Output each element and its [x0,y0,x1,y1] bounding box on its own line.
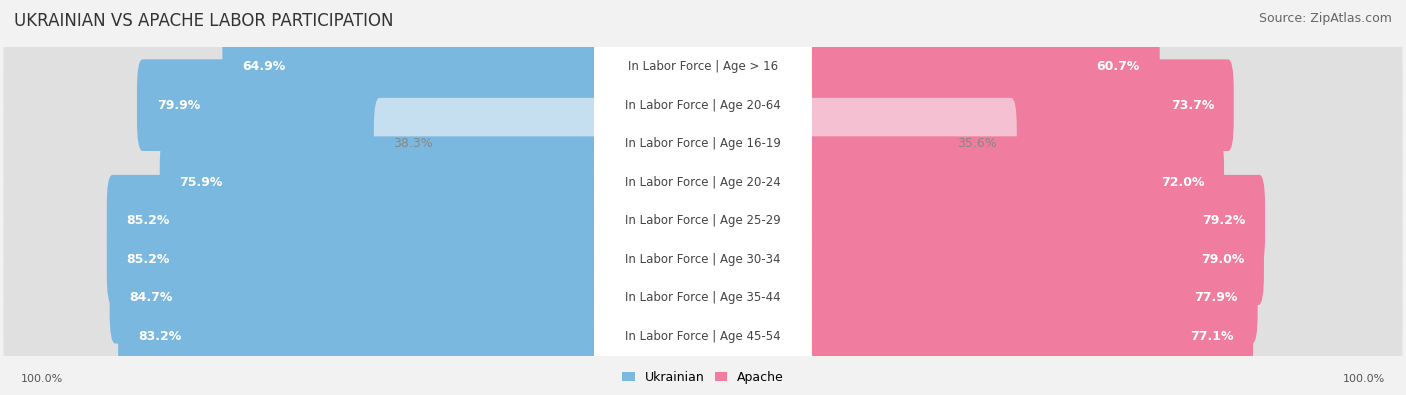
FancyBboxPatch shape [593,109,813,178]
Text: 85.2%: 85.2% [127,214,170,227]
Text: In Labor Force | Age > 16: In Labor Force | Age > 16 [628,60,778,73]
Text: In Labor Force | Age 20-64: In Labor Force | Age 20-64 [626,99,780,112]
FancyBboxPatch shape [803,213,1264,305]
Text: 79.9%: 79.9% [156,99,200,112]
Text: 79.0%: 79.0% [1201,253,1244,266]
FancyBboxPatch shape [107,213,603,305]
Text: 100.0%: 100.0% [1343,374,1385,384]
FancyBboxPatch shape [803,98,1017,190]
FancyBboxPatch shape [803,290,1253,382]
Text: 100.0%: 100.0% [21,374,63,384]
Text: In Labor Force | Age 35-44: In Labor Force | Age 35-44 [626,291,780,304]
FancyBboxPatch shape [593,263,813,333]
FancyBboxPatch shape [3,69,1403,219]
Text: In Labor Force | Age 16-19: In Labor Force | Age 16-19 [626,137,780,150]
FancyBboxPatch shape [3,107,1403,257]
FancyBboxPatch shape [3,223,1403,373]
FancyBboxPatch shape [803,21,1160,113]
Text: 38.3%: 38.3% [394,137,433,150]
FancyBboxPatch shape [3,30,1403,180]
Text: 72.0%: 72.0% [1161,176,1205,189]
FancyBboxPatch shape [3,261,1403,395]
FancyBboxPatch shape [803,252,1257,344]
FancyBboxPatch shape [593,147,813,217]
Text: UKRAINIAN VS APACHE LABOR PARTICIPATION: UKRAINIAN VS APACHE LABOR PARTICIPATION [14,12,394,30]
Text: 75.9%: 75.9% [180,176,222,189]
Text: 85.2%: 85.2% [127,253,170,266]
FancyBboxPatch shape [160,136,603,228]
FancyBboxPatch shape [374,98,603,190]
Text: 35.6%: 35.6% [957,137,997,150]
Text: 83.2%: 83.2% [138,330,181,343]
FancyBboxPatch shape [593,224,813,294]
FancyBboxPatch shape [110,252,603,344]
Text: In Labor Force | Age 20-24: In Labor Force | Age 20-24 [626,176,780,189]
Text: 79.2%: 79.2% [1202,214,1246,227]
FancyBboxPatch shape [803,136,1225,228]
FancyBboxPatch shape [593,32,813,101]
Text: In Labor Force | Age 45-54: In Labor Force | Age 45-54 [626,330,780,343]
FancyBboxPatch shape [593,302,813,371]
FancyBboxPatch shape [803,175,1265,267]
FancyBboxPatch shape [3,0,1403,142]
FancyBboxPatch shape [803,59,1233,151]
Text: 84.7%: 84.7% [129,291,173,304]
Text: 77.1%: 77.1% [1189,330,1233,343]
Legend: Ukrainian, Apache: Ukrainian, Apache [617,366,789,389]
FancyBboxPatch shape [118,290,603,382]
FancyBboxPatch shape [3,146,1403,296]
FancyBboxPatch shape [107,175,603,267]
FancyBboxPatch shape [222,21,603,113]
FancyBboxPatch shape [593,70,813,140]
FancyBboxPatch shape [593,186,813,256]
Text: In Labor Force | Age 30-34: In Labor Force | Age 30-34 [626,253,780,266]
FancyBboxPatch shape [136,59,603,151]
Text: 60.7%: 60.7% [1097,60,1140,73]
Text: 77.9%: 77.9% [1195,291,1237,304]
Text: Source: ZipAtlas.com: Source: ZipAtlas.com [1258,12,1392,25]
FancyBboxPatch shape [3,184,1403,334]
Text: 73.7%: 73.7% [1171,99,1213,112]
Text: 64.9%: 64.9% [242,60,285,73]
Text: In Labor Force | Age 25-29: In Labor Force | Age 25-29 [626,214,780,227]
